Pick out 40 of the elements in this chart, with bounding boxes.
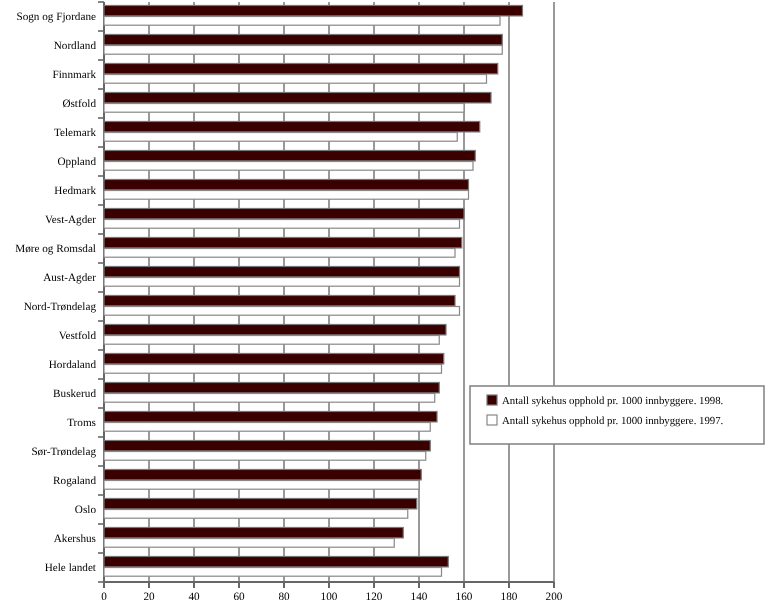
bar	[103, 160, 474, 171]
bar	[103, 265, 461, 278]
bar	[103, 102, 465, 113]
bar	[103, 207, 465, 220]
bar	[103, 352, 445, 365]
bar	[103, 497, 418, 510]
bar	[103, 479, 420, 490]
bar	[103, 555, 449, 568]
bar	[103, 334, 440, 345]
bar	[103, 189, 470, 200]
bar	[103, 421, 431, 432]
bar	[103, 323, 447, 336]
bar	[103, 305, 461, 316]
bar	[103, 247, 456, 258]
bar	[103, 91, 492, 104]
bar	[103, 294, 456, 307]
bar	[103, 218, 461, 229]
bar	[103, 537, 395, 548]
bar	[103, 381, 440, 394]
bar	[103, 33, 503, 46]
bar	[103, 62, 499, 75]
bar	[103, 450, 427, 461]
bar	[103, 149, 476, 162]
bar	[103, 44, 503, 55]
bar	[103, 392, 436, 403]
bar	[103, 526, 404, 539]
bar	[103, 410, 438, 423]
bar	[103, 468, 422, 481]
bar	[103, 73, 488, 84]
bar	[103, 508, 409, 519]
bar	[103, 178, 470, 191]
bar	[103, 276, 461, 287]
bar	[103, 131, 458, 142]
bar	[103, 236, 463, 249]
bar	[103, 566, 443, 577]
bar	[103, 439, 431, 452]
bar	[103, 15, 501, 26]
bar	[103, 4, 524, 17]
bar	[103, 363, 443, 374]
bar	[103, 120, 481, 133]
